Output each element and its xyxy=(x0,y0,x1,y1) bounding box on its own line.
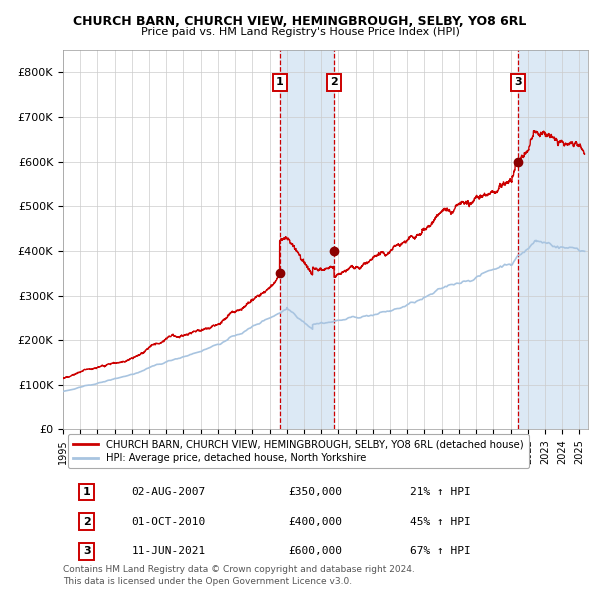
Text: £400,000: £400,000 xyxy=(289,517,343,527)
Text: 3: 3 xyxy=(83,546,91,556)
Text: £600,000: £600,000 xyxy=(289,546,343,556)
Text: 1: 1 xyxy=(83,487,91,497)
Legend: CHURCH BARN, CHURCH VIEW, HEMINGBROUGH, SELBY, YO8 6RL (detached house), HPI: Av: CHURCH BARN, CHURCH VIEW, HEMINGBROUGH, … xyxy=(68,434,529,468)
Text: 3: 3 xyxy=(514,77,522,87)
Text: 2: 2 xyxy=(83,517,91,527)
Text: 01-OCT-2010: 01-OCT-2010 xyxy=(131,517,205,527)
Text: 02-AUG-2007: 02-AUG-2007 xyxy=(131,487,205,497)
Text: 11-JUN-2021: 11-JUN-2021 xyxy=(131,546,205,556)
Bar xyxy=(280,50,334,430)
Text: £350,000: £350,000 xyxy=(289,487,343,497)
Text: Price paid vs. HM Land Registry's House Price Index (HPI): Price paid vs. HM Land Registry's House … xyxy=(140,27,460,37)
Text: 21% ↑ HPI: 21% ↑ HPI xyxy=(409,487,470,497)
Text: Contains HM Land Registry data © Crown copyright and database right 2024.: Contains HM Land Registry data © Crown c… xyxy=(63,565,415,574)
Text: 2: 2 xyxy=(330,77,338,87)
Text: This data is licensed under the Open Government Licence v3.0.: This data is licensed under the Open Gov… xyxy=(63,576,352,586)
Text: 45% ↑ HPI: 45% ↑ HPI xyxy=(409,517,470,527)
Bar xyxy=(518,50,588,430)
Text: 67% ↑ HPI: 67% ↑ HPI xyxy=(409,546,470,556)
Text: CHURCH BARN, CHURCH VIEW, HEMINGBROUGH, SELBY, YO8 6RL: CHURCH BARN, CHURCH VIEW, HEMINGBROUGH, … xyxy=(73,15,527,28)
Text: 1: 1 xyxy=(275,77,283,87)
